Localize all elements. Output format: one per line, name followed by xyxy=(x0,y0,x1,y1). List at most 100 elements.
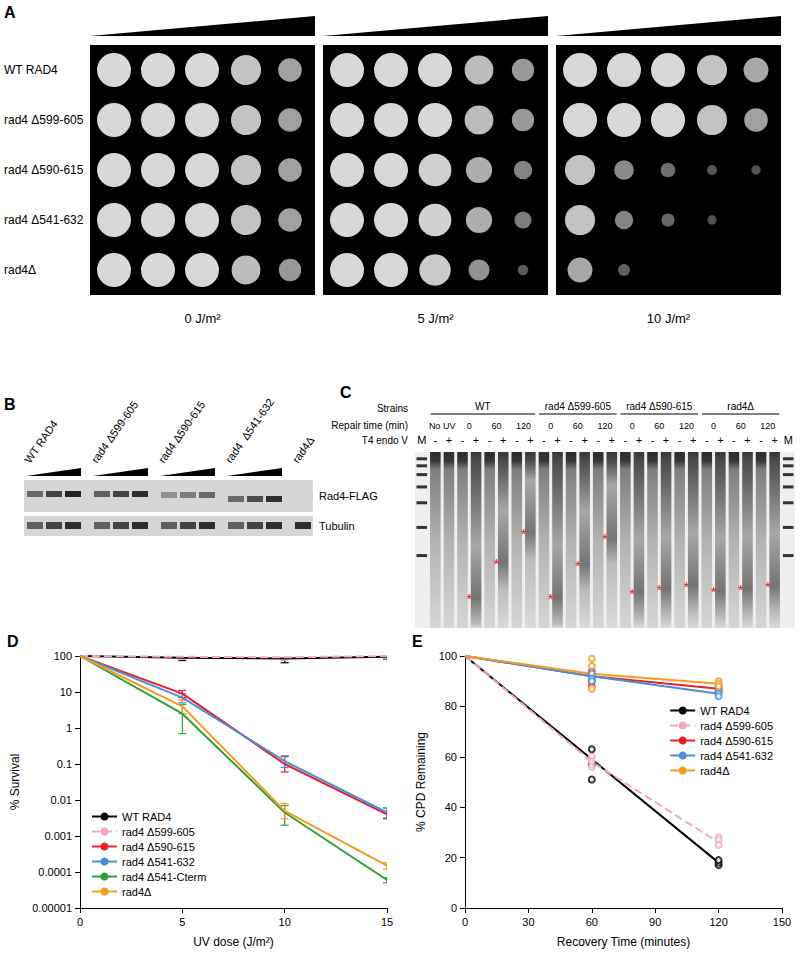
svg-text:60: 60 xyxy=(445,751,457,763)
svg-text:*: * xyxy=(466,590,472,607)
svg-text:10 J/m²: 10 J/m² xyxy=(647,311,691,326)
svg-text:rad4Δ: rad4Δ xyxy=(700,765,730,777)
svg-text:+: + xyxy=(771,434,777,446)
svg-text:-: - xyxy=(705,434,709,446)
svg-text:-: - xyxy=(488,434,492,446)
svg-text:Repair time (min): Repair time (min) xyxy=(331,420,408,431)
svg-text:0 J/m²: 0 J/m² xyxy=(184,311,221,326)
svg-text:60: 60 xyxy=(736,421,746,431)
svg-text:rad4 Δ599-605: rad4 Δ599-605 xyxy=(4,113,84,127)
svg-text:No UV: No UV xyxy=(429,421,456,431)
svg-text:120: 120 xyxy=(679,421,694,431)
svg-text:+: + xyxy=(690,434,696,446)
svg-text:150: 150 xyxy=(773,916,791,928)
svg-text:+: + xyxy=(527,434,533,446)
svg-text:rad4Δ: rad4Δ xyxy=(4,263,36,277)
svg-text:A: A xyxy=(4,4,16,21)
svg-text:40: 40 xyxy=(445,801,457,813)
svg-text:+: + xyxy=(744,434,750,446)
svg-text:10: 10 xyxy=(279,916,291,928)
svg-text:*: * xyxy=(711,583,717,600)
svg-text:120: 120 xyxy=(709,916,727,928)
svg-text:UV dose (J/m²): UV dose (J/m²) xyxy=(193,935,274,949)
svg-text:*: * xyxy=(738,581,744,598)
svg-text:T4 endo V: T4 endo V xyxy=(362,435,408,446)
svg-text:60: 60 xyxy=(586,916,598,928)
svg-text:60: 60 xyxy=(573,421,583,431)
svg-text:-: - xyxy=(434,434,438,446)
svg-text:+: + xyxy=(609,434,615,446)
svg-text:M: M xyxy=(784,434,793,446)
svg-text:rad4 Δ541-632: rad4 Δ541-632 xyxy=(223,396,276,465)
svg-text:20: 20 xyxy=(445,852,457,864)
svg-text:WT RAD4: WT RAD4 xyxy=(4,63,58,77)
svg-text:-: - xyxy=(515,434,519,446)
svg-text:0.01: 0.01 xyxy=(51,794,72,806)
svg-text:120: 120 xyxy=(597,421,612,431)
svg-text:-: - xyxy=(651,434,655,446)
svg-text:*: * xyxy=(684,578,690,595)
svg-text:+: + xyxy=(717,434,723,446)
svg-text:0: 0 xyxy=(77,916,83,928)
svg-text:% CPD Remaining: % CPD Remaining xyxy=(414,732,428,832)
svg-text:Tubulin: Tubulin xyxy=(319,520,355,532)
svg-text:*: * xyxy=(494,555,500,572)
svg-text:rad4 Δ590-615: rad4 Δ590-615 xyxy=(156,399,208,466)
svg-text:rad4 Δ590-615: rad4 Δ590-615 xyxy=(700,735,773,747)
svg-text:80: 80 xyxy=(445,700,457,712)
svg-text:rad4Δ: rad4Δ xyxy=(290,434,317,465)
svg-text:0.00001: 0.00001 xyxy=(32,902,72,914)
svg-text:+: + xyxy=(581,434,587,446)
svg-text:WT RAD4: WT RAD4 xyxy=(22,418,60,465)
svg-text:rad4 Δ590-615: rad4 Δ590-615 xyxy=(626,401,693,412)
svg-text:WT: WT xyxy=(475,401,491,412)
svg-text:Rad4-FLAG: Rad4-FLAG xyxy=(319,490,378,502)
svg-text:15: 15 xyxy=(381,916,393,928)
svg-text:1: 1 xyxy=(66,722,72,734)
svg-text:90: 90 xyxy=(649,916,661,928)
svg-text:0: 0 xyxy=(462,916,468,928)
svg-text:-: - xyxy=(678,434,682,446)
svg-text:0.001: 0.001 xyxy=(44,830,72,842)
svg-text:rad4Δ: rad4Δ xyxy=(727,401,754,412)
svg-text:rad4 Δ541-632: rad4 Δ541-632 xyxy=(700,750,773,762)
svg-text:WT RAD4: WT RAD4 xyxy=(700,705,749,717)
svg-text:M: M xyxy=(417,434,426,446)
svg-text:D: D xyxy=(7,633,19,650)
svg-text:0.0001: 0.0001 xyxy=(38,866,72,878)
svg-text:rad4 Δ599-605: rad4 Δ599-605 xyxy=(122,826,195,838)
svg-text:0: 0 xyxy=(467,421,472,431)
svg-text:0.1: 0.1 xyxy=(57,758,72,770)
svg-text:0: 0 xyxy=(548,421,553,431)
svg-text:*: * xyxy=(548,590,554,607)
svg-text:60: 60 xyxy=(654,421,664,431)
svg-text:5: 5 xyxy=(179,916,185,928)
svg-text:rad4 Δ541-632: rad4 Δ541-632 xyxy=(4,213,84,227)
svg-text:-: - xyxy=(732,434,736,446)
svg-text:rad4 Δ590-615: rad4 Δ590-615 xyxy=(122,841,195,853)
svg-text:+: + xyxy=(446,434,452,446)
svg-text:-: - xyxy=(542,434,546,446)
svg-text:+: + xyxy=(554,434,560,446)
svg-text:rad4 Δ541-632: rad4 Δ541-632 xyxy=(122,856,195,868)
svg-text:0: 0 xyxy=(451,902,457,914)
svg-text:rad4 Δ590-615: rad4 Δ590-615 xyxy=(4,163,84,177)
svg-text:*: * xyxy=(629,585,635,602)
svg-text:5 J/m²: 5 J/m² xyxy=(417,311,454,326)
svg-text:30: 30 xyxy=(522,916,534,928)
svg-text:0: 0 xyxy=(711,421,716,431)
svg-text:0: 0 xyxy=(630,421,635,431)
svg-text:-: - xyxy=(569,434,573,446)
svg-text:+: + xyxy=(500,434,506,446)
svg-text:rad4 Δ599-605: rad4 Δ599-605 xyxy=(700,720,773,732)
svg-text:+: + xyxy=(473,434,479,446)
svg-text:10: 10 xyxy=(60,686,72,698)
svg-text:rad4 Δ599-605: rad4 Δ599-605 xyxy=(545,401,612,412)
svg-text:rad4Δ: rad4Δ xyxy=(122,886,152,898)
svg-text:*: * xyxy=(521,525,527,542)
svg-text:100: 100 xyxy=(439,650,457,662)
svg-text:Strains: Strains xyxy=(377,403,408,414)
svg-text:120: 120 xyxy=(516,421,531,431)
svg-text:B: B xyxy=(4,396,16,413)
svg-text:+: + xyxy=(663,434,669,446)
